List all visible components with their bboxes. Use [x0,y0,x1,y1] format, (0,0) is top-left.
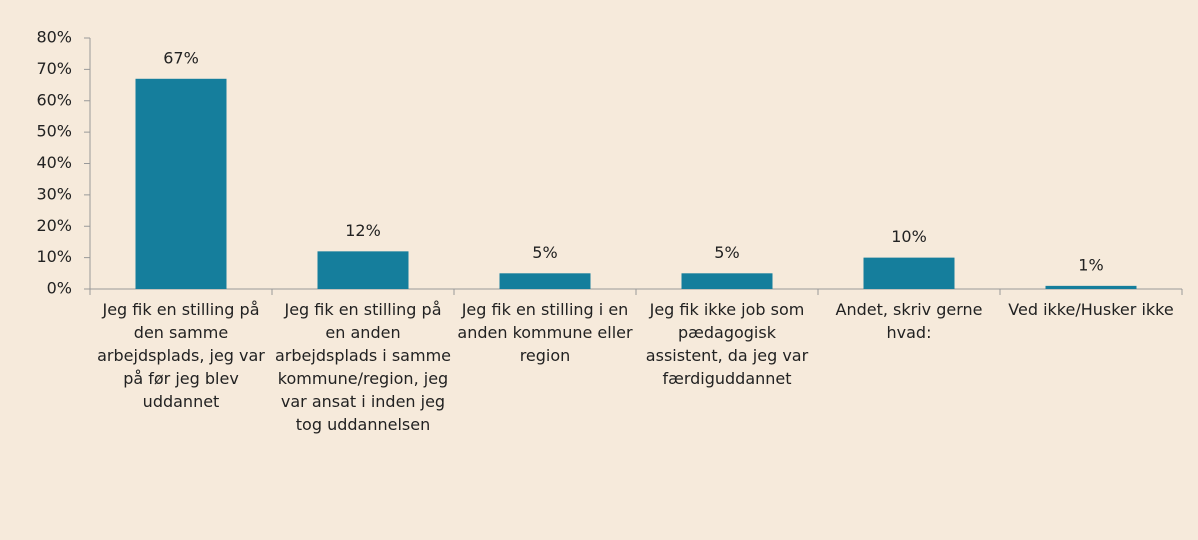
y-tick-label: 60% [36,90,72,109]
y-tick-label: 40% [36,153,72,172]
x-tick-label: Jeg fik en stilling i en anden kommune e… [457,300,633,365]
y-tick-label: 70% [36,59,72,78]
y-tick-label: 0% [47,279,72,298]
data-label: 5% [714,243,739,262]
data-label: 10% [891,227,927,246]
y-tick-label: 20% [36,216,72,235]
x-tick-label: Ved ikke/Husker ikke [1008,300,1174,319]
y-tick-label: 30% [36,184,72,203]
data-label: 5% [532,243,557,262]
y-tick-label: 10% [36,247,72,266]
bar [317,251,409,289]
data-label: 12% [345,221,381,240]
x-tick-label: Andet, skriv gerne hvad: [835,300,983,342]
bar [135,78,227,289]
x-tick-label: Jeg fik en stilling på den samme arbejds… [97,300,265,411]
x-tick-label: Jeg fik en stilling på en anden arbejdsp… [275,300,451,434]
y-tick-label: 80% [36,28,72,47]
bar [863,257,955,289]
bar [1045,285,1137,289]
y-tick-label: 50% [36,122,72,141]
bar [681,273,773,289]
bar [499,273,591,289]
x-tick-label: Jeg fik ikke job som pædagogisk assisten… [645,300,809,388]
data-label: 67% [163,48,199,67]
data-label: 1% [1078,255,1103,274]
